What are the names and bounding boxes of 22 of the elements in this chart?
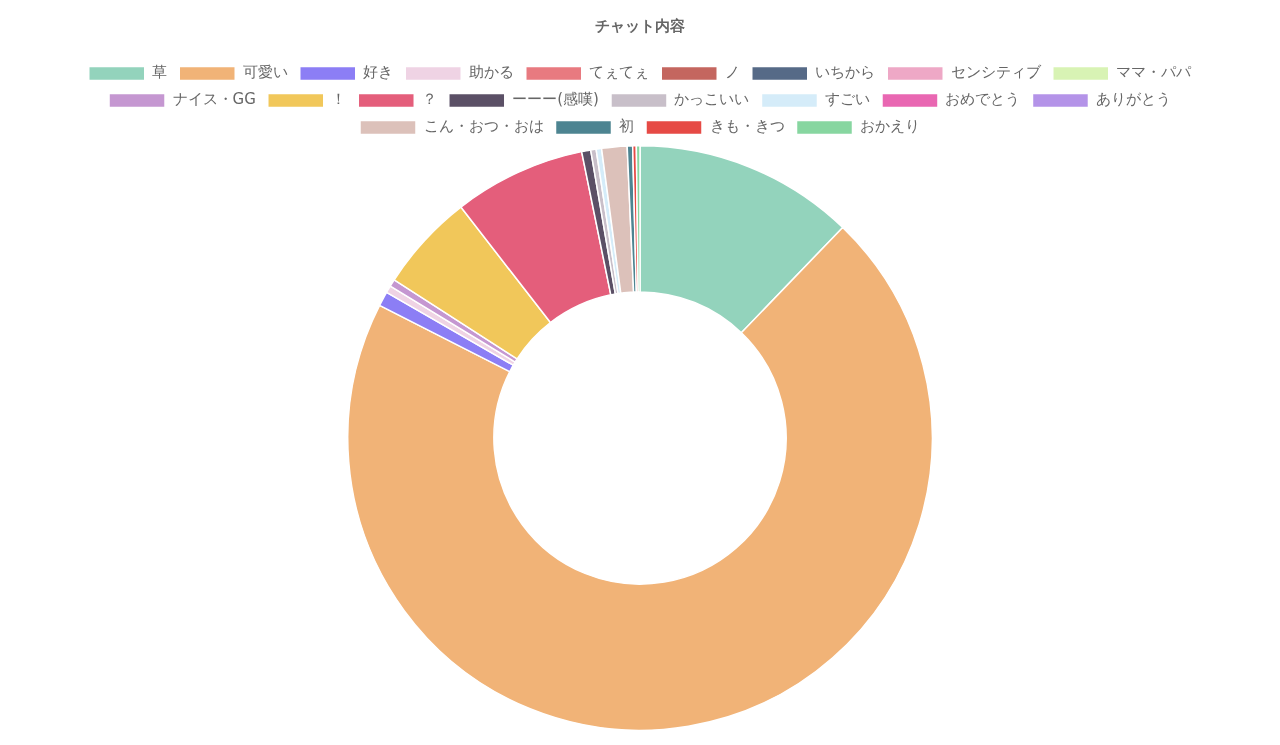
legend-label: 助かる xyxy=(468,63,514,82)
legend-label: 初 xyxy=(619,117,634,136)
legend-label: ノ xyxy=(724,63,740,82)
legend-label: 可愛い xyxy=(242,63,288,82)
legend-label: 好き xyxy=(363,63,394,82)
legend-label: ママ・パパ xyxy=(1116,63,1193,82)
legend-label: こん・おつ・おは xyxy=(423,117,544,136)
chart-title: チャット内容 xyxy=(595,16,685,35)
legend-label: すごい xyxy=(824,90,870,109)
legend-label: いちから xyxy=(815,63,876,82)
legend-label: センシティブ xyxy=(950,63,1042,82)
legend-label: おめでとう xyxy=(945,90,1021,109)
legend-label: ありがとう xyxy=(1095,90,1171,109)
legend-label: ーーー(感嘆) xyxy=(512,90,599,109)
legend-label: てぇてぇ xyxy=(589,63,650,82)
legend-label: おかえり xyxy=(860,117,920,136)
legend-label: かっこいい xyxy=(674,90,750,109)
legend-label: ？ xyxy=(421,90,437,109)
legend-label: 草 xyxy=(152,63,168,82)
legend-label: きも・きつ xyxy=(709,117,785,136)
legend-label: ！ xyxy=(331,90,347,109)
legend-label: ナイス・GG xyxy=(172,90,256,109)
